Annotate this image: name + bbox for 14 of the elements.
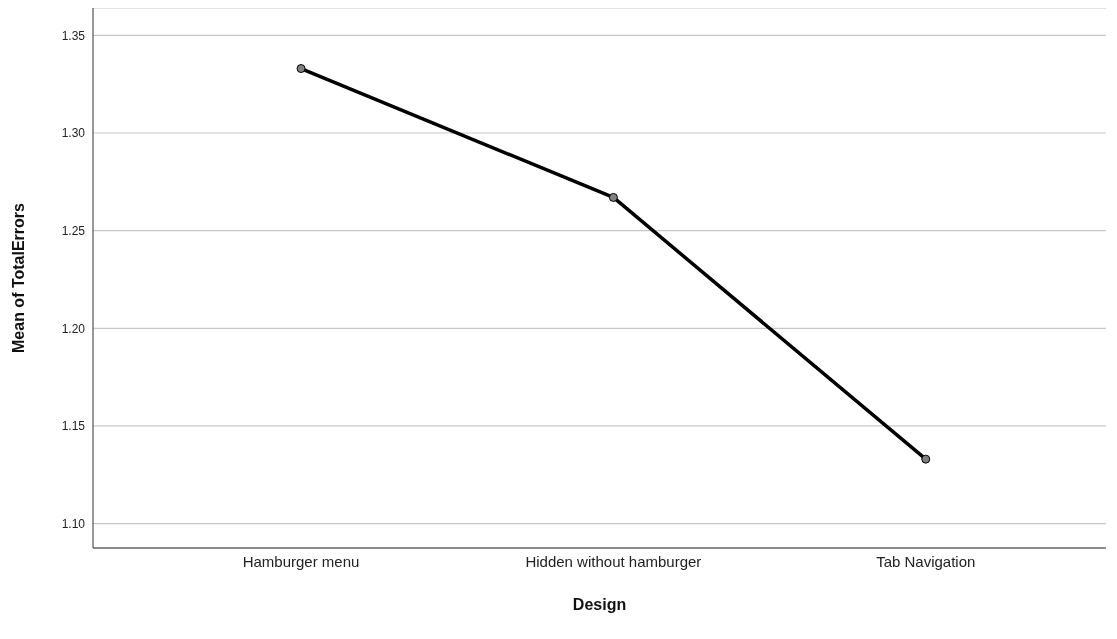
y-tick-label: 1.15 <box>61 419 86 434</box>
x-axis-title: Design <box>572 596 627 613</box>
point <box>608 192 618 202</box>
y-tick-label: 1.25 <box>61 223 86 238</box>
y-tick-label: 1.35 <box>61 28 86 43</box>
y-tick-label: 1.20 <box>61 321 86 336</box>
x-tick-label: Hidden without hamburger <box>525 552 702 570</box>
y-tick-label: 1.30 <box>61 126 86 141</box>
x-tick-label: Hamburger menu <box>242 552 360 570</box>
point <box>296 64 306 74</box>
point <box>921 454 931 464</box>
x-tick-label: Tab Navigation <box>876 552 976 570</box>
y-tick-label: 1.10 <box>61 516 86 531</box>
y-axis-title: Mean of TotalErrors <box>9 202 27 353</box>
